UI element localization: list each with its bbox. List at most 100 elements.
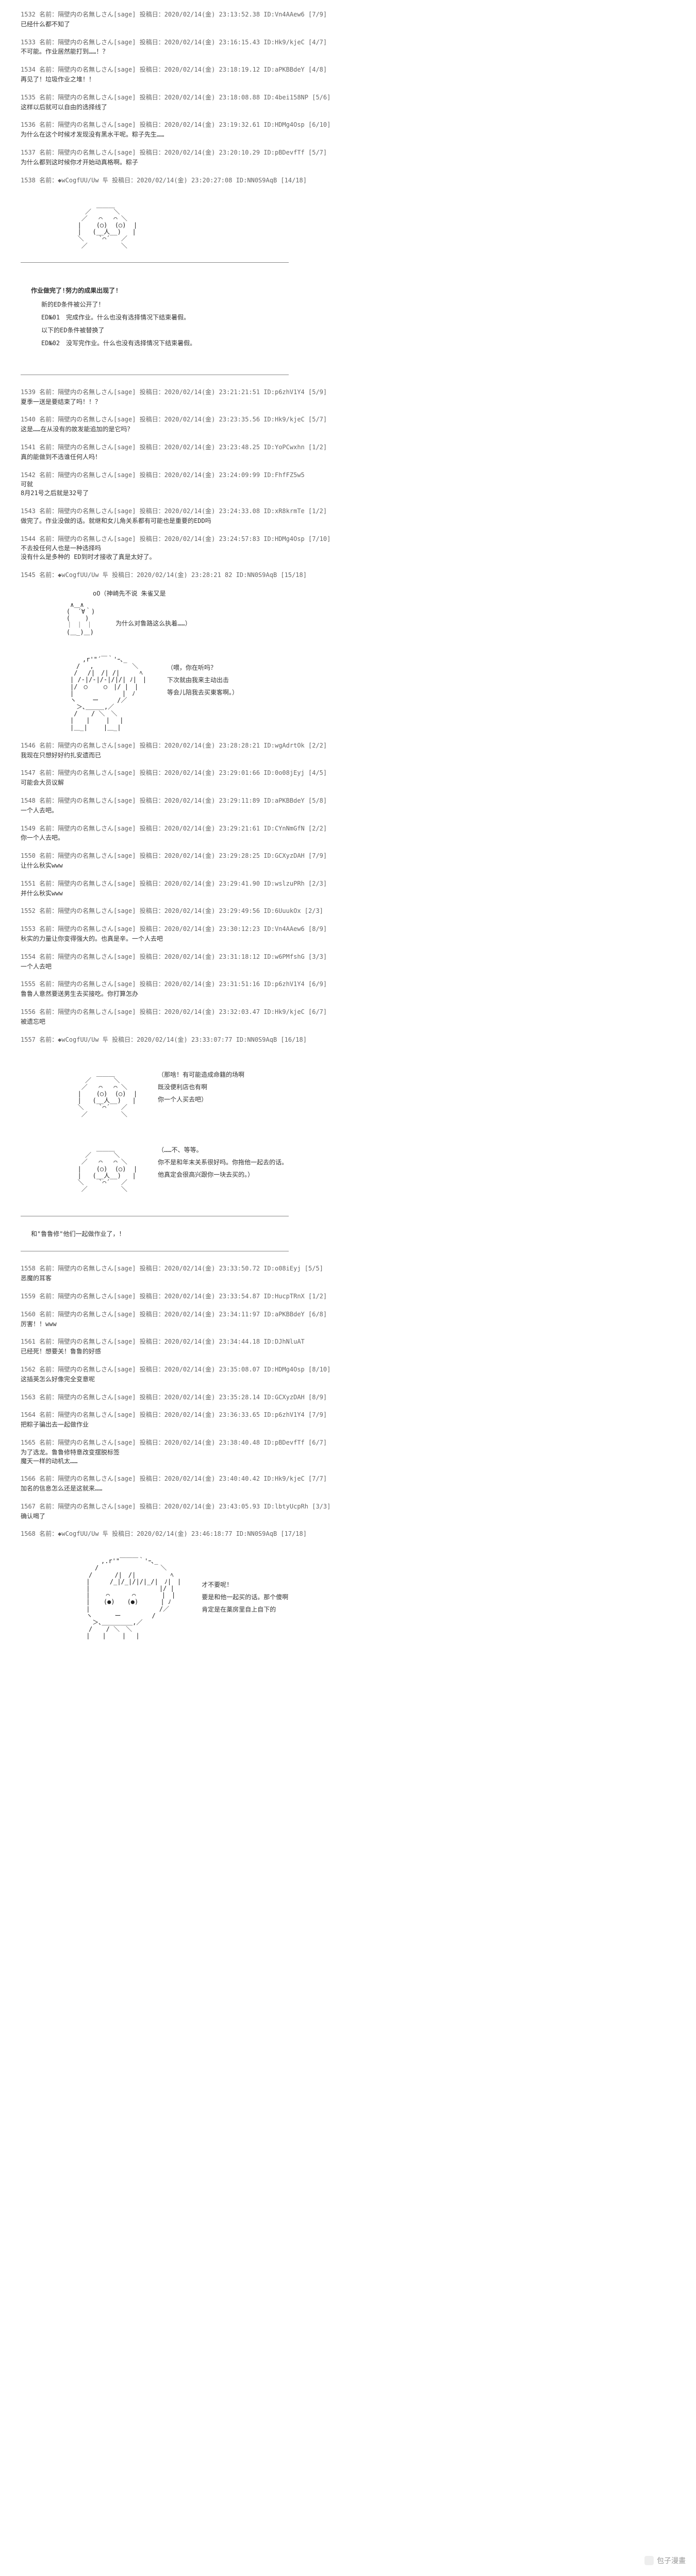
aa5-text-group: （……不、等等。 你不是和年末关系很好吗。你拖他一起去的话。 他真定会很高兴跟你… — [158, 1144, 288, 1181]
post-body: 不去投任何人也是一种选择吗 没有什么是多种的 ED到时才接收了真是太好了。 — [21, 544, 675, 562]
post-header: 1541 名前：隔壁内の名無しさん[sage] 投稿日：2020/02/14(金… — [21, 443, 675, 452]
forum-post: 1538 名前：◆wCogfUU/Uw 투 投稿日：2020/02/14(金) … — [21, 176, 675, 185]
post-header: 1555 名前：隔壁内の名無しさん[sage] 投稿日：2020/02/14(金… — [21, 980, 675, 989]
forum-post: 1548 名前：隔壁内の名無しさん[sage] 投稿日：2020/02/14(金… — [21, 796, 675, 815]
post-header: 1564 名前：隔壁内の名無しさん[sage] 投稿日：2020/02/14(金… — [21, 1411, 675, 1419]
post-body: 秋实的力量让你变得强大的。也真是辛。一个人去吧 — [21, 935, 675, 943]
post-body: 为什么都到这时候你才开始动真格啊。粽子 — [21, 158, 675, 167]
ed-line-2: ED№02 没写完作业。什么也没有选择情况下结束暑假。 — [31, 338, 278, 347]
post-header: 1543 名前：隔壁内の名無しさん[sage] 投稿日：2020/02/14(金… — [21, 507, 675, 516]
forum-post: 1545 名前：◆wCogfUU/Uw 투 投稿日：2020/02/14(金) … — [21, 571, 675, 580]
post-body: 并什么秋实www — [21, 889, 675, 898]
post-header: 1554 名前：隔壁内の名無しさん[sage] 投稿日：2020/02/14(金… — [21, 953, 675, 961]
post-body: 厉害！！www — [21, 1320, 675, 1329]
aa3-text-3: 等会儿陪我去买東客啊。） — [167, 686, 238, 699]
forum-post: 1532 名前：隔壁内の名無しさん[sage] 投稿日：2020/02/14(金… — [21, 10, 675, 29]
forum-post: 1560 名前：隔壁内の名無しさん[sage] 投稿日：2020/02/14(金… — [21, 1310, 675, 1329]
post-header: 1534 名前：隔壁内の名無しさん[sage] 投稿日：2020/02/14(金… — [21, 65, 675, 74]
forum-post: 1564 名前：隔壁内の名無しさん[sage] 投稿日：2020/02/14(金… — [21, 1411, 675, 1429]
post-body: 再见了！垃圾作业之堆！！ — [21, 75, 675, 84]
post-body: 一个人去吧。 — [21, 806, 675, 815]
post-header: 1551 名前：隔壁内の名無しさん[sage] 投稿日：2020/02/14(金… — [21, 879, 675, 888]
ascii-art-face-1: ＿＿＿ ／ ＼ ／ ⌒ ⌒ ＼ | (○) (○) | | (__人__) | … — [52, 195, 675, 249]
forum-post: 1567 名前：隔壁内の名無しさん[sage] 投稿日：2020/02/14(金… — [21, 1502, 675, 1521]
post-body: 已经死！想要关！鲁鲁的好感 — [21, 1347, 675, 1356]
forum-post: 1563 名前：隔壁内の名無しさん[sage] 投稿日：2020/02/14(金… — [21, 1393, 675, 1402]
ascii-art-6: ,.r'"￣￣￣｀'ｰ､_ / ＼ / /| /| ﾍ | /_|/_|/|/|… — [52, 1558, 181, 1639]
forum-post: 1541 名前：隔壁内の名無しさん[sage] 投稿日：2020/02/14(金… — [21, 443, 675, 462]
aa6-text-2: 要是和他一起买的话。那个傻啊 — [202, 1591, 288, 1603]
forum-post: 1537 名前：隔壁内の名無しさん[sage] 投稿日：2020/02/14(金… — [21, 148, 675, 167]
aa5-text-3: 他真定会很高兴跟你一块去买的。） — [158, 1168, 288, 1181]
post-header: 1559 名前：隔壁内の名無しさん[sage] 投稿日：2020/02/14(金… — [21, 1292, 675, 1301]
forum-post: 1536 名前：隔壁内の名無しさん[sage] 投稿日：2020/02/14(金… — [21, 121, 675, 139]
forum-post: 1539 名前：隔壁内の名無しさん[sage] 投稿日：2020/02/14(金… — [21, 388, 675, 406]
post-header: 1567 名前：隔壁内の名無しさん[sage] 投稿日：2020/02/14(金… — [21, 1502, 675, 1511]
post-header: 1561 名前：隔壁内の名無しさん[sage] 投稿日：2020/02/14(金… — [21, 1337, 675, 1346]
transition-text: 和"鲁鲁修"他们一起做作业了，！ — [21, 1229, 675, 1238]
ascii-art-face-5: ＿＿＿ ／ ＼ ／ ⌒ ⌒ ＼ | (○) (○) | | (__人__) | … — [52, 1139, 137, 1193]
post-body: 可能会大员议解 — [21, 778, 675, 787]
forum-post: 1553 名前：隔壁内の名無しさん[sage] 投稿日：2020/02/14(金… — [21, 925, 675, 943]
forum-post: 1552 名前：隔壁内の名無しさん[sage] 投稿日：2020/02/14(金… — [21, 907, 675, 916]
post-header: 1565 名前：隔壁内の名無しさん[sage] 投稿日：2020/02/14(金… — [21, 1438, 675, 1447]
post-body: 可就 8月21号之后就是32号了 — [21, 480, 675, 498]
post-body: 这插英怎么好像完全变意呢 — [21, 1375, 675, 1384]
post-header: 1568 名前：◆wCogfUU/Uw 투 投稿日：2020/02/14(金) … — [21, 1530, 675, 1538]
post-body: 把粽子骗出去一起做作业 — [21, 1420, 675, 1429]
post-header: 1553 名前：隔壁内の名無しさん[sage] 投稿日：2020/02/14(金… — [21, 925, 675, 934]
post-header: 1548 名前：隔壁内の名無しさん[sage] 投稿日：2020/02/14(金… — [21, 796, 675, 805]
post-body: 我现在只想好好约扎安遗而已 — [21, 751, 675, 760]
post-body: 你一个人去吧。 — [21, 834, 675, 842]
post-header: 1550 名前：隔壁内の名無しさん[sage] 投稿日：2020/02/14(金… — [21, 852, 675, 860]
forum-post: 1557 名前：◆wCogfUU/Uw 투 投稿日：2020/02/14(金) … — [21, 1036, 675, 1044]
post-header: 1539 名前：隔壁内の名無しさん[sage] 投稿日：2020/02/14(金… — [21, 388, 675, 397]
post-header: 1545 名前：◆wCogfUU/Uw 투 投稿日：2020/02/14(金) … — [21, 571, 675, 580]
forum-post: 1565 名前：隔壁内の名無しさん[sage] 投稿日：2020/02/14(金… — [21, 1438, 675, 1465]
forum-post: 1568 名前：◆wCogfUU/Uw 투 投稿日：2020/02/14(金) … — [21, 1530, 675, 1538]
post-header: 1563 名前：隔壁内の名無しさん[sage] 投稿日：2020/02/14(金… — [21, 1393, 675, 1402]
post-body: 真的能做到不选谁任何人吗！ — [21, 453, 675, 462]
ed-mid: 以下的ED条件被替换了 — [31, 326, 278, 334]
aa5-text-2: 你不是和年末关系很好吗。你拖他一起去的话。 — [158, 1156, 288, 1168]
forum-post: 1554 名前：隔壁内の名無しさん[sage] 投稿日：2020/02/14(金… — [21, 953, 675, 971]
watermark-text: 包子漫畫 — [657, 2555, 686, 2566]
post-header: 1547 名前：隔壁内の名無しさん[sage] 投稿日：2020/02/14(金… — [21, 769, 675, 777]
aa2-text: 为什么对鲁路这么执着……） — [115, 617, 191, 630]
aa6-text-group: 才不要呢！ 要是和他一起买的话。那个傻啊 肯定是在薬房里自上自下的 — [202, 1579, 288, 1616]
forum-post: 1549 名前：隔壁内の名無しさん[sage] 投稿日：2020/02/14(金… — [21, 824, 675, 843]
watermark: 包子漫畫 — [644, 2555, 686, 2566]
aa2-label: oO（神崎先不说 朱雀又是 — [93, 589, 191, 598]
post-body: 加名的信息怎么还是这就来…… — [21, 1484, 675, 1493]
post-body: 一个人去吧 — [21, 962, 675, 971]
post-header: 1542 名前：隔壁内の名無しさん[sage] 投稿日：2020/02/14(金… — [21, 471, 675, 480]
post-header: 1537 名前：隔壁内の名無しさん[sage] 投稿日：2020/02/14(金… — [21, 148, 675, 157]
post-body: 夏季一送是要结束了吗！！？ — [21, 398, 675, 406]
forum-post: 1543 名前：隔壁内の名無しさん[sage] 投稿日：2020/02/14(金… — [21, 507, 675, 526]
forum-post: 1561 名前：隔壁内の名無しさん[sage] 投稿日：2020/02/14(金… — [21, 1337, 675, 1356]
aa5-text-1: （……不、等等。 — [158, 1144, 288, 1156]
post-header: 1552 名前：隔壁内の名無しさん[sage] 投稿日：2020/02/14(金… — [21, 907, 675, 916]
forum-post: 1550 名前：隔壁内の名無しさん[sage] 投稿日：2020/02/14(金… — [21, 852, 675, 870]
post-header: 1557 名前：◆wCogfUU/Uw 투 投稿日：2020/02/14(金) … — [21, 1036, 675, 1044]
forum-post: 1546 名前：隔壁内の名無しさん[sage] 投稿日：2020/02/14(金… — [21, 741, 675, 760]
forum-post: 1535 名前：隔壁内の名無しさん[sage] 投稿日：2020/02/14(金… — [21, 93, 675, 112]
ed-conditions-box: 作业做完了!努力的成果出现了! 新的ED条件被公开了！ ED№01 完成作业。什… — [21, 278, 289, 359]
forum-post: 1566 名前：隔壁内の名無しさん[sage] 投稿日：2020/02/14(金… — [21, 1475, 675, 1493]
aa4-text-1: （那啥！有可能造成命籍的场啊 — [158, 1069, 244, 1081]
post-header: 1533 名前：隔壁内の名無しさん[sage] 投稿日：2020/02/14(金… — [21, 38, 675, 47]
post-header: 1532 名前：隔壁内の名無しさん[sage] 投稿日：2020/02/14(金… — [21, 10, 675, 19]
post-body: 被遗忘吧 — [21, 1018, 675, 1026]
post-header: 1558 名前：隔壁内の名無しさん[sage] 投稿日：2020/02/14(金… — [21, 1264, 675, 1273]
post-body: 这是……在从没有的故发能追加的是它吗？ — [21, 425, 675, 434]
post-header: 1556 名前：隔壁内の名無しさん[sage] 投稿日：2020/02/14(金… — [21, 1008, 675, 1016]
post-body: 鲁鲁人意然要送男生去买接吃。你打算怎办 — [21, 990, 675, 998]
forum-post: 1562 名前：隔壁内の名無しさん[sage] 投稿日：2020/02/14(金… — [21, 1365, 675, 1384]
post-header: 1535 名前：隔壁内の名無しさん[sage] 投稿日：2020/02/14(金… — [21, 93, 675, 102]
ascii-art-2: ∧＿∧ ( ´∀｀) ( ) ｜ ｜ ｜ (＿_)＿) — [52, 602, 95, 636]
post-body: 恶魔的耳客 — [21, 1274, 675, 1283]
forum-post: 1544 名前：隔壁内の名無しさん[sage] 投稿日：2020/02/14(金… — [21, 535, 675, 562]
post-body: 为了选龙。鲁鲁修特意改变摆脱标签 魔天一样的动机太…… — [21, 1448, 675, 1466]
ed-title: 作业做完了!努力的成果出现了! — [31, 286, 278, 295]
aa3-text-1: （喂，你在听吗？ — [167, 662, 238, 674]
